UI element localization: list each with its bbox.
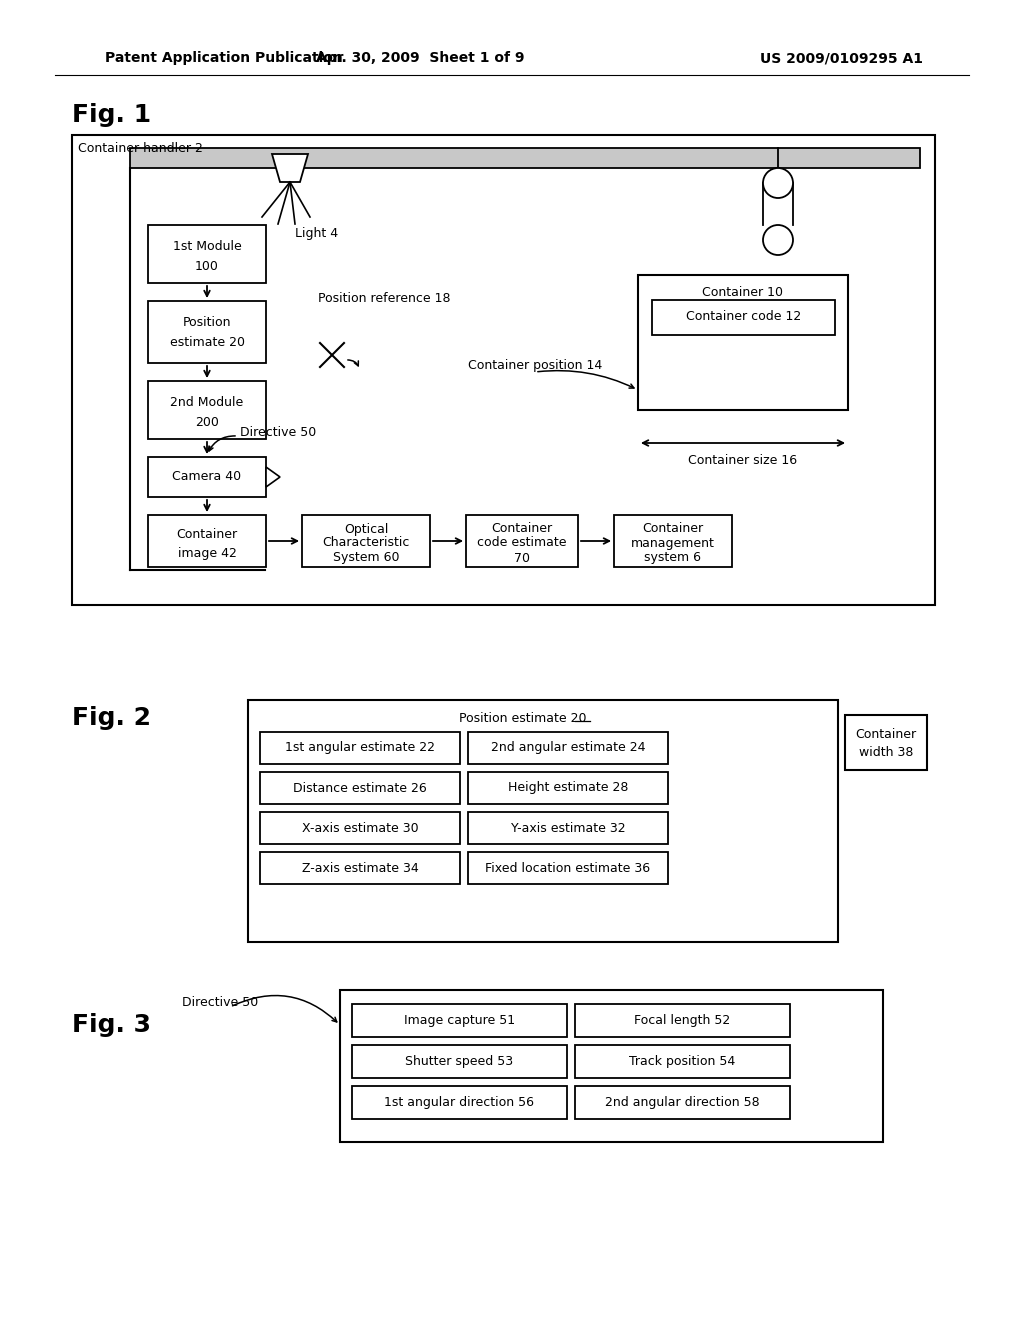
Text: Z-axis estimate 34: Z-axis estimate 34 (302, 862, 419, 874)
Bar (352, 1045, 567, 1078)
Bar (468, 851, 668, 884)
Text: 200: 200 (195, 416, 219, 429)
Text: Position reference 18: Position reference 18 (318, 292, 451, 305)
Text: Container: Container (492, 523, 553, 536)
Bar (148, 301, 266, 363)
Text: 2nd angular direction 58: 2nd angular direction 58 (605, 1096, 760, 1109)
Text: 2nd angular estimate 24: 2nd angular estimate 24 (490, 742, 645, 755)
Bar (302, 515, 430, 568)
Bar (575, 1045, 790, 1078)
Bar (248, 700, 838, 942)
Text: X-axis estimate 30: X-axis estimate 30 (302, 821, 419, 834)
Text: 2nd Module: 2nd Module (170, 396, 244, 409)
Text: Container: Container (642, 523, 703, 536)
Bar (352, 1086, 567, 1119)
Bar (845, 715, 927, 770)
Text: Container code 12: Container code 12 (686, 310, 801, 323)
Polygon shape (266, 467, 280, 487)
Text: Fig. 3: Fig. 3 (72, 1012, 151, 1038)
Text: Container 10: Container 10 (702, 286, 783, 300)
Text: Camera 40: Camera 40 (172, 470, 242, 483)
Bar (148, 381, 266, 440)
Text: Apr. 30, 2009  Sheet 1 of 9: Apr. 30, 2009 Sheet 1 of 9 (315, 51, 524, 65)
Bar (468, 733, 668, 764)
Text: code estimate: code estimate (477, 536, 566, 549)
Bar (652, 300, 835, 335)
Text: Shutter speed 53: Shutter speed 53 (406, 1055, 514, 1068)
Text: Directive 50: Directive 50 (240, 426, 316, 440)
Text: 1st angular estimate 22: 1st angular estimate 22 (285, 742, 435, 755)
Text: Focal length 52: Focal length 52 (635, 1014, 731, 1027)
Text: Container handler 2: Container handler 2 (78, 143, 203, 156)
Text: Fig. 2: Fig. 2 (72, 706, 151, 730)
Bar (148, 224, 266, 282)
Bar (260, 733, 460, 764)
Text: Optical: Optical (344, 523, 388, 536)
Text: Track position 54: Track position 54 (630, 1055, 735, 1068)
Bar (260, 812, 460, 843)
Bar (130, 148, 920, 168)
Text: Container size 16: Container size 16 (688, 454, 798, 467)
Text: Fig. 1: Fig. 1 (72, 103, 152, 127)
Text: 70: 70 (514, 552, 530, 565)
Text: Height estimate 28: Height estimate 28 (508, 781, 628, 795)
Bar (260, 851, 460, 884)
Text: Container position 14: Container position 14 (468, 359, 602, 371)
Text: Position estimate 20: Position estimate 20 (459, 711, 587, 725)
Bar (575, 1086, 790, 1119)
Bar (466, 515, 578, 568)
Bar (468, 772, 668, 804)
Text: Distance estimate 26: Distance estimate 26 (293, 781, 427, 795)
Text: Patent Application Publication: Patent Application Publication (105, 51, 343, 65)
Polygon shape (272, 154, 308, 182)
Bar (340, 990, 883, 1142)
Text: 1st Module: 1st Module (173, 240, 242, 253)
Text: 100: 100 (195, 260, 219, 272)
Text: management: management (631, 536, 715, 549)
Text: 1st angular direction 56: 1st angular direction 56 (384, 1096, 535, 1109)
Text: width 38: width 38 (859, 747, 913, 759)
Circle shape (763, 224, 793, 255)
Text: Container: Container (176, 528, 238, 541)
Bar (614, 515, 732, 568)
Bar (260, 772, 460, 804)
Text: Container: Container (855, 729, 916, 742)
Bar (575, 1005, 790, 1038)
Text: Y-axis estimate 32: Y-axis estimate 32 (511, 821, 626, 834)
Text: System 60: System 60 (333, 552, 399, 565)
Bar (72, 135, 935, 605)
Text: Characteristic: Characteristic (323, 536, 410, 549)
Bar (638, 275, 848, 411)
Bar (352, 1005, 567, 1038)
Text: Directive 50: Directive 50 (182, 997, 258, 1010)
Text: system 6: system 6 (644, 552, 701, 565)
Bar (468, 812, 668, 843)
Text: Image capture 51: Image capture 51 (403, 1014, 515, 1027)
Text: US 2009/0109295 A1: US 2009/0109295 A1 (760, 51, 923, 65)
Circle shape (763, 168, 793, 198)
Text: estimate 20: estimate 20 (170, 337, 245, 350)
Text: Position: Position (182, 317, 231, 330)
Text: image 42: image 42 (177, 546, 237, 560)
Text: Light 4: Light 4 (295, 227, 338, 240)
Bar (148, 457, 266, 498)
Text: Fixed location estimate 36: Fixed location estimate 36 (485, 862, 650, 874)
Bar (148, 515, 266, 568)
